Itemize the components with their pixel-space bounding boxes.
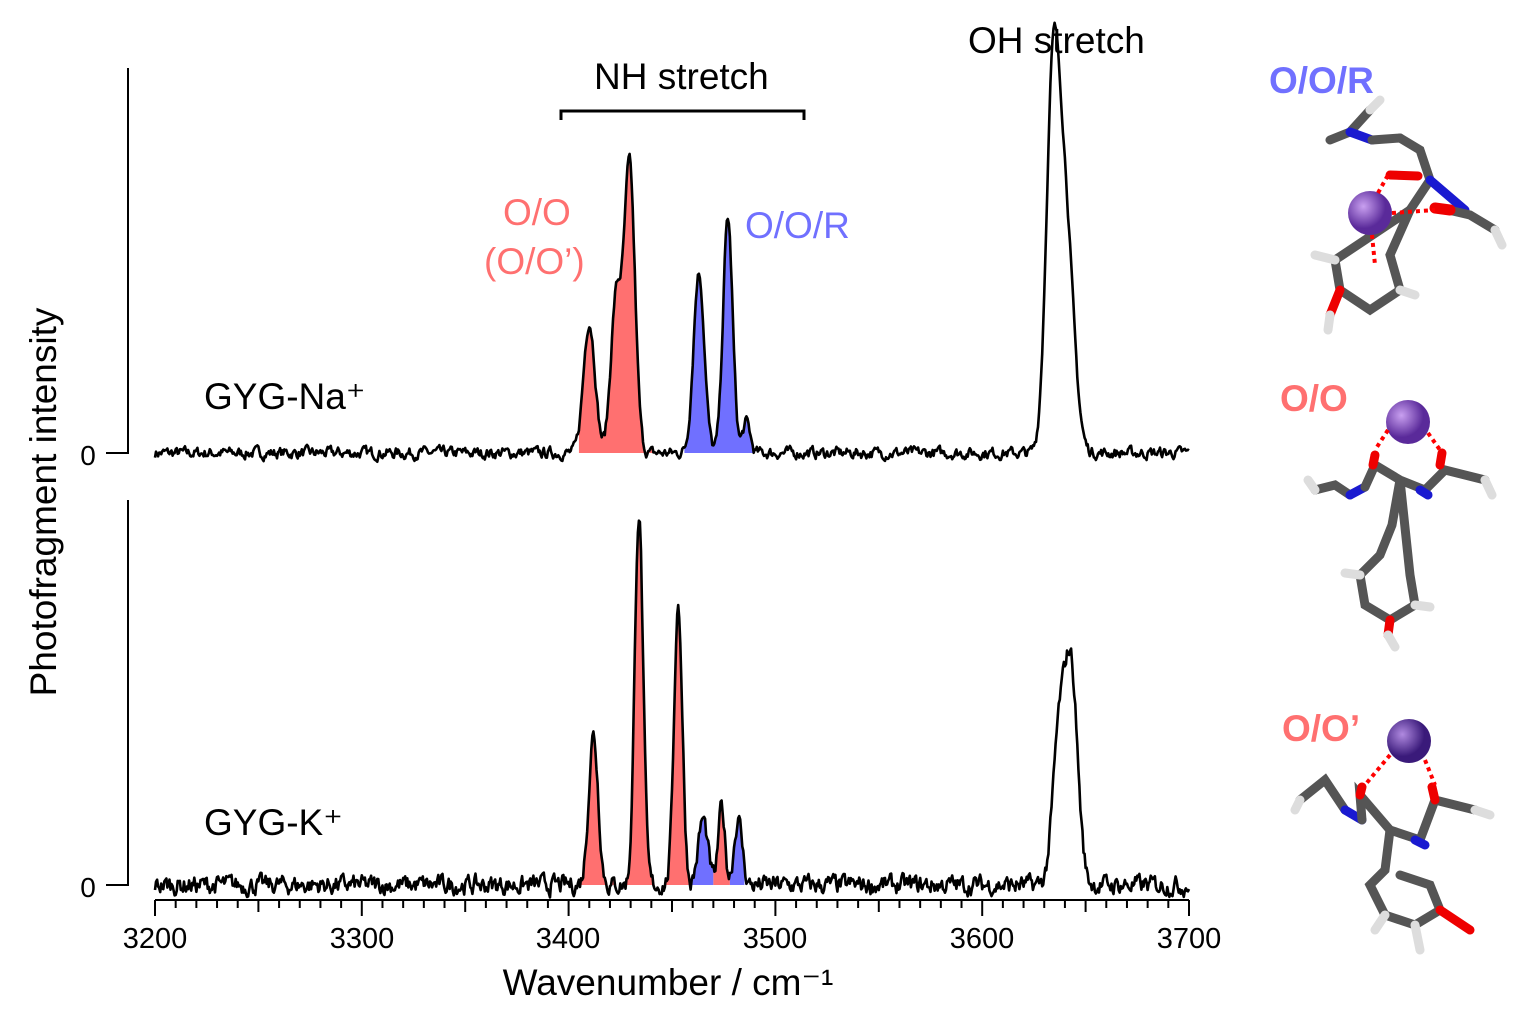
- y-zero-bottom: 0: [80, 872, 96, 903]
- gyg-k-label: GYG-K⁺: [204, 802, 343, 843]
- nh-stretch-label: NH stretch: [594, 56, 769, 97]
- y-axis-bottom: [106, 500, 129, 886]
- y-axis-title: Photofragment intensity: [23, 307, 64, 696]
- band-fill: [578, 153, 664, 453]
- structure-oo-prime-image: [1290, 719, 1495, 955]
- oh-stretch-label: OH stretch: [968, 20, 1145, 61]
- nh-bracket: [559, 109, 806, 120]
- structure-label-oor: O/O/R: [1269, 60, 1374, 101]
- y-zero-top: 0: [80, 440, 96, 471]
- x-tick-label: 3400: [536, 923, 601, 955]
- x-tick-label: 3200: [123, 923, 188, 955]
- band-fill: [684, 219, 755, 453]
- y-axis-top: [106, 68, 129, 454]
- oo-prime-label: (O/O’): [484, 241, 585, 282]
- structure-label-oo: O/O: [1280, 378, 1348, 419]
- x-tick-label: 3300: [330, 923, 395, 955]
- band-fill: [578, 520, 689, 885]
- fills-top: [578, 153, 755, 453]
- structure-oo-image: [1303, 400, 1497, 652]
- x-tick-label: 3500: [743, 923, 808, 955]
- x-tick-labels: 3200 3300 3400 3500 3600 3700: [123, 923, 1222, 955]
- spectrum-line-k: [153, 519, 1191, 899]
- band-fill: [688, 816, 714, 885]
- spectrum-line-na: [153, 21, 1190, 464]
- gyg-na-label: GYG-Na⁺: [204, 376, 366, 417]
- structure-oor-image: [1310, 95, 1507, 335]
- structure-label-oo-prime: O/O’: [1282, 708, 1361, 749]
- x-axis-title: Wavenumber / cm⁻¹: [503, 962, 834, 1003]
- x-tick-label: 3700: [1157, 923, 1222, 955]
- x-tick-label: 3600: [950, 923, 1015, 955]
- oor-label: O/O/R: [745, 205, 850, 246]
- x-ticks: [154, 900, 1190, 916]
- oo-label: O/O: [503, 192, 571, 233]
